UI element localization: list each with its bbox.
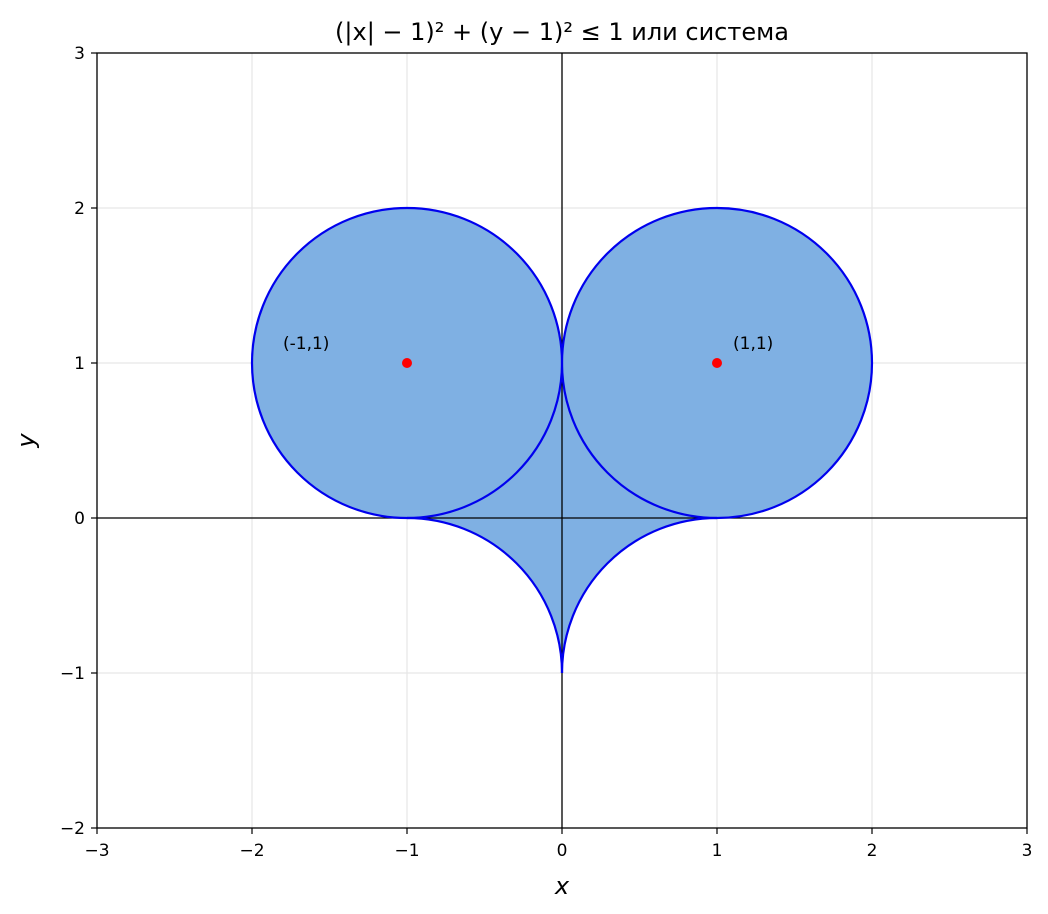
y-axis-label: y [12,433,40,449]
y-tick-label: 1 [74,354,85,374]
lower-arc-left [406,516,564,674]
x-tick-label: 0 [557,841,568,861]
chart-title: (|x| − 1)² + (y − 1)² ≤ 1 или система [335,18,789,46]
x-tick-label: −3 [84,841,109,861]
x-tick-label: −1 [394,841,419,861]
y-tick-label: 3 [74,44,85,64]
y-tick-label: 0 [74,509,85,529]
lower-arc-right [560,516,718,674]
point-label: (1,1) [733,334,773,354]
x-tick-label: 3 [1022,841,1033,861]
y-tick-label: 2 [74,199,85,219]
x-tick-label: 1 [712,841,723,861]
center-point [712,358,722,368]
x-axis-label: x [554,872,570,900]
region-boundary [250,206,874,674]
center-points: (-1,1) (1,1) [283,334,773,368]
y-tick-label: −2 [60,819,85,839]
center-point [402,358,412,368]
x-tick-label: 2 [867,841,878,861]
y-tick-label: −1 [60,664,85,684]
x-tick-label: −2 [239,841,264,861]
point-label: (-1,1) [283,334,329,354]
zero-axis-lines [97,53,1027,828]
